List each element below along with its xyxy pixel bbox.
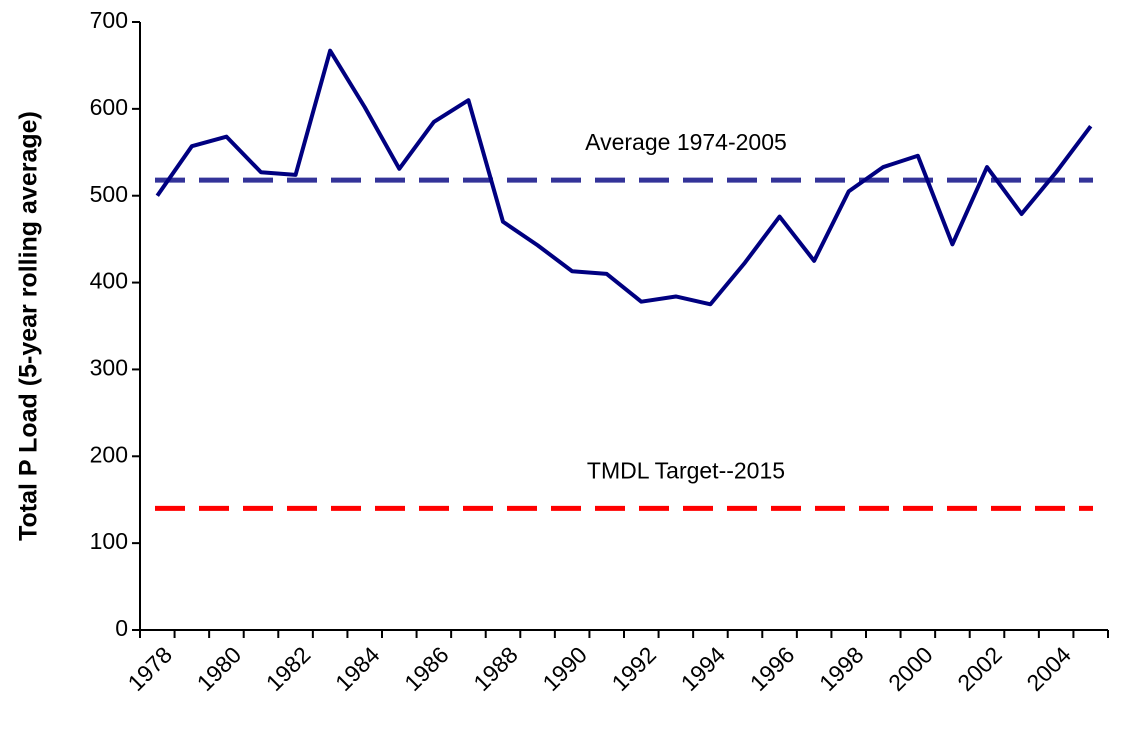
x-tick-label: 1988	[468, 641, 523, 696]
y-tick-label: 400	[90, 268, 128, 294]
y-tick-label: 600	[90, 94, 128, 120]
x-tick-label: 1996	[745, 641, 800, 696]
data-line	[155, 48, 1093, 307]
y-tick-label: 500	[90, 181, 128, 207]
x-tick-label: 2000	[883, 641, 938, 696]
reference-label: Average 1974-2005	[585, 129, 787, 155]
x-tick-label: 1986	[399, 641, 454, 696]
x-tick-label: 1984	[330, 641, 385, 696]
x-tick-label: 1992	[607, 641, 662, 696]
y-tick-label: 300	[90, 355, 128, 381]
y-tick-label: 700	[90, 7, 128, 33]
x-tick-label: 1998	[814, 641, 869, 696]
x-tick-label: 2002	[952, 641, 1007, 696]
x-tick-label: 1994	[676, 641, 731, 696]
y-axis-label: Total P Load (5-year rolling average)	[15, 111, 43, 541]
x-tick-label: 1982	[261, 641, 316, 696]
x-tick-label: 1978	[123, 641, 178, 696]
reference-label: TMDL Target--2015	[587, 457, 785, 483]
y-tick-label: 200	[90, 441, 128, 467]
y-tick-label: 100	[90, 528, 128, 554]
y-tick-label: 0	[115, 615, 128, 641]
x-tick-label: 1990	[537, 641, 592, 696]
x-tick-label: 2004	[1021, 641, 1076, 696]
x-tick-label: 1980	[192, 641, 247, 696]
